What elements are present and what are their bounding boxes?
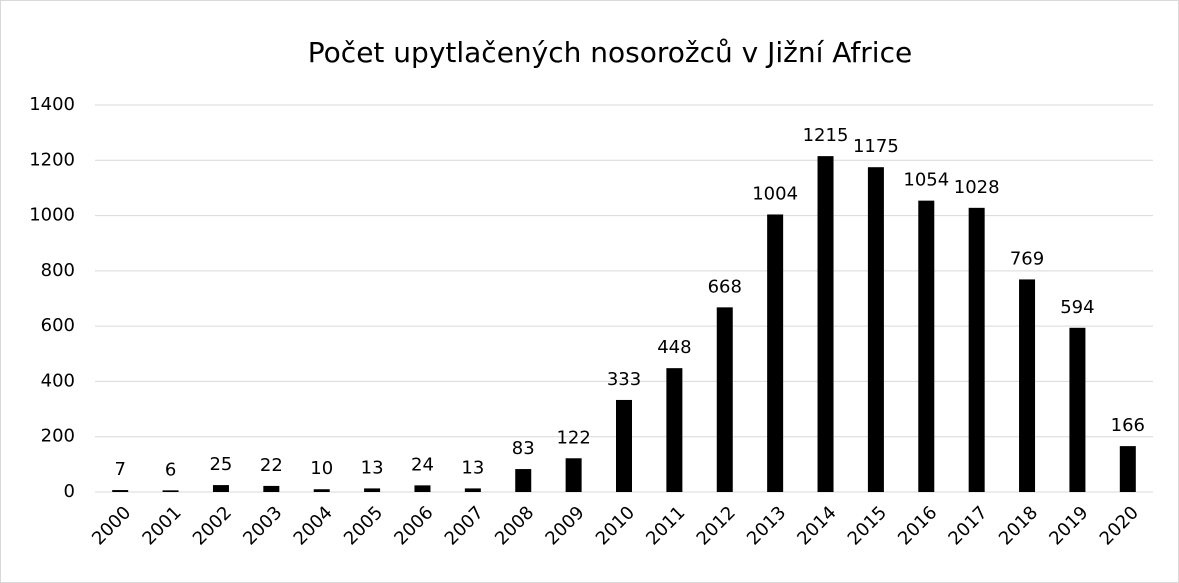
bar xyxy=(666,368,683,492)
bar xyxy=(1069,327,1086,492)
bar xyxy=(968,207,985,492)
bar xyxy=(414,485,431,492)
bar xyxy=(1019,279,1036,492)
y-tick-label: 400 xyxy=(41,370,75,391)
y-tick-label: 1200 xyxy=(29,149,75,170)
bar xyxy=(918,200,935,492)
bar xyxy=(162,490,179,492)
bar xyxy=(515,469,532,492)
data-label: 1028 xyxy=(954,177,1000,198)
chart-title: Počet upytlačených nosorožců v Jižní Afr… xyxy=(308,36,912,69)
data-label: 1004 xyxy=(752,183,798,204)
bar xyxy=(464,488,481,492)
y-tick-label: 1000 xyxy=(29,205,75,226)
y-tick-label: 1400 xyxy=(29,94,75,115)
data-label: 7 xyxy=(114,459,125,480)
data-label: 594 xyxy=(1060,297,1094,318)
data-label: 1215 xyxy=(803,125,849,146)
data-label: 1175 xyxy=(853,136,899,157)
bar xyxy=(616,399,632,492)
data-label: 6 xyxy=(165,459,176,480)
data-label: 13 xyxy=(361,457,384,478)
data-label: 448 xyxy=(657,337,691,358)
bar xyxy=(364,488,381,492)
data-label: 668 xyxy=(708,276,742,297)
data-label: 83 xyxy=(512,438,535,459)
bar xyxy=(112,490,129,492)
y-tick-label: 200 xyxy=(41,426,75,447)
data-label: 25 xyxy=(209,454,232,475)
data-label: 769 xyxy=(1010,248,1044,269)
bar xyxy=(565,458,582,492)
bar xyxy=(313,489,330,492)
data-label: 166 xyxy=(1111,415,1145,436)
bar xyxy=(817,156,834,492)
bar xyxy=(716,307,733,492)
data-label: 13 xyxy=(461,457,484,478)
bar xyxy=(867,167,884,493)
bar xyxy=(767,214,784,493)
bar xyxy=(212,485,229,492)
data-label: 333 xyxy=(607,369,641,390)
bar xyxy=(1119,446,1136,492)
data-label: 24 xyxy=(411,454,434,475)
y-tick-label: 800 xyxy=(41,260,75,281)
y-tick-label: 0 xyxy=(64,481,75,502)
data-label: 122 xyxy=(556,427,590,448)
data-label: 10 xyxy=(310,458,333,479)
y-tick-label: 600 xyxy=(41,315,75,336)
bar xyxy=(263,485,280,492)
data-label: 1054 xyxy=(903,170,949,191)
data-label: 22 xyxy=(260,455,283,476)
